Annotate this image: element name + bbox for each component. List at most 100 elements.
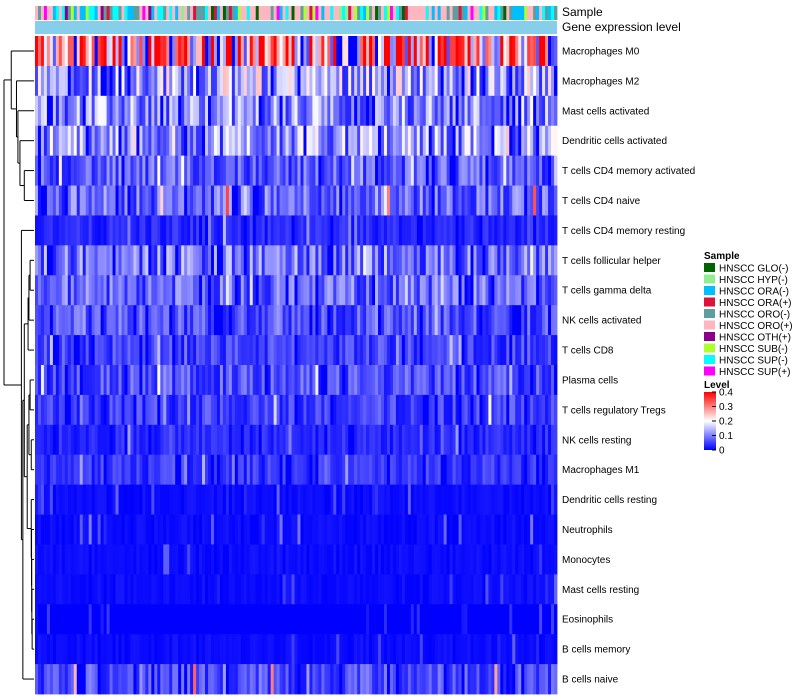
heatmap-cell [169,95,173,127]
heatmap-cell [193,155,197,186]
heatmap-cell [428,245,433,276]
heatmap-cell [512,454,516,486]
heatmap-cell [97,484,102,515]
heatmap-cell [210,36,215,67]
heatmap-cell [237,514,242,545]
heatmap-cell [267,365,272,396]
heatmap-cell [91,65,96,97]
heatmap-cell [375,574,379,605]
heatmap-cell [533,544,537,575]
heatmap-cell [112,365,116,396]
heatmap-cell [398,365,403,396]
heatmap-cell [494,424,498,456]
heatmap-cell [437,514,442,545]
heatmap-cell [375,424,379,456]
heatmap-cell [345,36,349,67]
sample-annotation-cell [315,6,319,20]
heatmap-cell [246,215,251,246]
heatmap-cell [548,365,552,396]
sample-annotation-cell [166,6,170,20]
heatmap-cell [392,155,397,186]
sample-annotation-cell [148,6,152,20]
heatmap-cell [542,574,546,605]
heatmap-cell [118,514,122,545]
heatmap-cell [294,634,298,665]
heatmap-cell [279,36,283,67]
heatmap-cell [219,335,224,366]
heatmap-cell [419,604,424,635]
heatmap-cell [288,574,292,605]
heatmap-cell [470,544,474,575]
heatmap-cell [297,275,301,306]
heatmap-cell [205,245,209,276]
heatmap-cell [440,634,445,665]
heatmap-cell [216,245,221,276]
heatmap-cell [461,335,465,366]
heatmap-cell [82,305,87,336]
heatmap-cell [103,275,107,306]
heatmap-cell [103,125,107,157]
heatmap-cell [381,604,385,635]
heatmap-cell [449,634,453,665]
heatmap-cell [70,36,75,67]
heatmap-cell [237,65,242,97]
heatmap-cell [225,155,230,186]
heatmap-cell [249,245,254,276]
heatmap-cell [61,484,66,515]
heatmap-cell [416,215,421,246]
heatmap-cell [386,65,391,97]
heatmap-cell [512,185,516,216]
heatmap-cell [500,514,504,545]
heatmap-cell [392,664,397,695]
heatmap-cell [536,215,540,246]
heatmap-cell [503,65,507,97]
heatmap-cell [395,125,400,157]
heatmap-cell [130,394,134,426]
heatmap-cell [148,664,152,695]
heatmap-cell [154,125,158,157]
heatmap-cell [61,424,66,456]
heatmap-cell [169,125,173,157]
heatmap-cell [121,544,125,575]
heatmap-cell [145,65,149,97]
heatmap-cell [35,125,39,157]
heatmap-cell [124,514,128,545]
sample-annotation-cell [401,6,406,20]
heatmap-cell [404,634,409,665]
sample-annotation-cell [100,6,104,20]
heatmap-cell [413,125,418,157]
heatmap-cell [205,574,209,605]
heatmap-cell [142,155,146,186]
heatmap-cell [243,365,248,396]
heatmap-cell [363,245,367,276]
heatmap-cell [437,664,442,695]
heatmap-cell [509,454,513,486]
heatmap-cell [294,574,298,605]
heatmap-cell [398,155,403,186]
heatmap-cell [169,245,173,276]
heatmap-cell [321,245,325,276]
heatmap-cell [282,305,286,336]
heatmap-cell [527,65,531,97]
heatmap-cell [106,185,110,216]
heatmap-cell [91,305,96,336]
heatmap-cell [303,335,307,366]
heatmap-cell [545,544,549,575]
heatmap-cell [497,245,501,276]
heatmap-cell [279,335,283,366]
heatmap-cell [509,305,513,336]
heatmap-cell [333,454,337,486]
heatmap-cell [312,394,316,426]
heatmap-cell [282,155,286,186]
heatmap-cell [339,155,343,186]
heatmap-cell [273,95,278,127]
heatmap-cell [449,365,453,396]
heatmap-cell [76,65,81,97]
heatmap-cell [488,275,492,306]
heatmap-cell [378,544,382,575]
heatmap-cell [309,155,313,186]
heatmap-cell [324,394,328,426]
heatmap-cell [404,125,409,157]
heatmap-cell [79,454,84,486]
heatmap-cell [142,335,146,366]
